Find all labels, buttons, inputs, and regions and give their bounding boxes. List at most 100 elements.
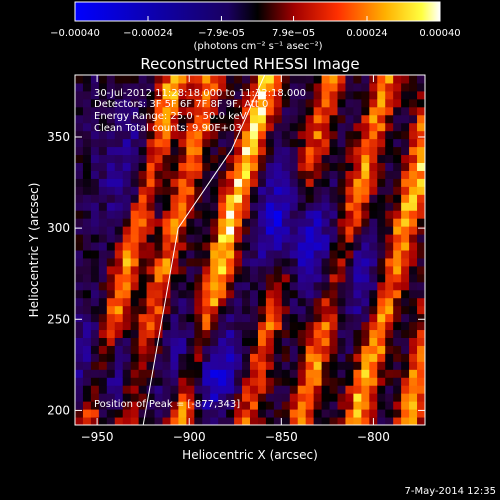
heatmap-cell [242, 226, 251, 235]
heatmap-cell [98, 242, 108, 251]
heatmap-cell [377, 250, 386, 259]
heatmap-cell [409, 122, 418, 132]
heatmap-cell [401, 138, 410, 148]
heatmap-cell [202, 114, 211, 124]
heatmap-cell [114, 114, 124, 124]
heatmap-cell [82, 162, 92, 171]
heatmap-cell [273, 186, 283, 195]
heatmap-cell [257, 82, 267, 92]
heatmap-cell [401, 297, 410, 307]
heatmap-cell [114, 305, 124, 315]
heatmap-cell [305, 393, 315, 402]
heatmap-cell [385, 265, 394, 275]
heatmap-cell [114, 265, 124, 275]
heatmap-cell [361, 313, 370, 323]
heatmap-cell [337, 170, 346, 179]
heatmap-cell [250, 162, 259, 171]
heatmap-cell [289, 114, 299, 124]
heatmap-cell [226, 393, 235, 402]
heatmap-cell [114, 210, 124, 219]
heatmap-cell [154, 353, 163, 362]
heatmap-cell [146, 337, 156, 346]
heatmap-cell [162, 297, 171, 307]
heatmap-cell [361, 202, 370, 211]
heatmap-cell [234, 194, 243, 203]
heatmap-cell [234, 353, 243, 362]
heatmap-cell [345, 122, 354, 132]
heatmap-cell [250, 257, 259, 267]
heatmap-cell [242, 377, 251, 386]
heatmap-cell [82, 202, 92, 211]
heatmap-cell [289, 194, 299, 203]
heatmap-cell [202, 337, 211, 346]
heatmap-cell [130, 353, 140, 362]
heatmap-cell [162, 170, 171, 179]
heatmap-cell [202, 242, 211, 251]
heatmap-cell [170, 353, 179, 362]
heatmap-cell [242, 138, 251, 148]
heatmap-cell [154, 305, 163, 315]
heatmap-cell [114, 345, 124, 354]
heatmap-cell [242, 154, 251, 163]
heatmap-cell [329, 377, 338, 386]
heatmap-cell [273, 250, 283, 259]
heatmap-cell [417, 289, 425, 299]
heatmap-cell [202, 154, 211, 163]
heatmap-cell [210, 90, 219, 100]
heatmap-cell [90, 162, 100, 171]
heatmap-cell [170, 234, 179, 243]
heatmap-cell [226, 202, 235, 211]
heatmap-cell [321, 305, 331, 315]
heatmap-cell [321, 106, 331, 116]
heatmap-cell [162, 210, 171, 219]
heatmap-cell [281, 138, 291, 148]
heatmap-cell [130, 186, 140, 195]
heatmap-cell [98, 353, 108, 362]
heatmap-cell [210, 297, 219, 307]
heatmap-cell [305, 130, 315, 140]
colorbar-ticks: −0.00040 −0.00024 −7.9e-05 7.9e−05 0.00024 0.… [50, 16, 461, 39]
heatmap-cell [273, 98, 283, 108]
heatmap-cell [385, 210, 394, 219]
heatmap-cell [170, 82, 179, 92]
heatmap-cell [289, 353, 299, 362]
heatmap-cell [234, 114, 243, 124]
heatmap-cell [242, 75, 251, 84]
heatmap-cell [122, 297, 132, 307]
heatmap-cell [162, 385, 171, 394]
heatmap-cell [122, 186, 132, 195]
heatmap-cell [385, 75, 394, 84]
heatmap-cell [393, 265, 402, 275]
heatmap-cell [82, 250, 92, 259]
heatmap-cell [305, 178, 315, 187]
heatmap-cell [75, 377, 84, 386]
heatmap-cell [114, 146, 124, 156]
heatmap-cell [178, 242, 187, 251]
heatmap-cell [226, 226, 235, 235]
heatmap-cell [138, 114, 148, 124]
heatmap-cell [297, 218, 307, 227]
heatmap-cell [106, 289, 116, 299]
heatmap-cell [186, 186, 195, 195]
heatmap-cell [194, 218, 203, 227]
heatmap-cell [90, 393, 100, 402]
heatmap-cell [154, 409, 163, 418]
heatmap-cell [90, 305, 100, 315]
heatmap-cell [90, 138, 100, 148]
heatmap-cell [90, 178, 100, 187]
heatmap-cell [337, 385, 346, 394]
heatmap-cell [114, 369, 124, 378]
heatmap-cell [257, 162, 267, 171]
heatmap-cell [162, 361, 171, 370]
heatmap-cell [234, 337, 243, 346]
heatmap-cell [417, 186, 425, 195]
heatmap-cell [393, 82, 402, 92]
heatmap-cell [122, 210, 132, 219]
heatmap-cell [242, 170, 251, 179]
heatmap-cell [361, 130, 370, 140]
heatmap-cell [130, 210, 140, 219]
heatmap-cell [138, 154, 148, 163]
heatmap-cell [210, 353, 219, 362]
heatmap-cell [218, 273, 227, 283]
heatmap-cell [361, 377, 370, 386]
